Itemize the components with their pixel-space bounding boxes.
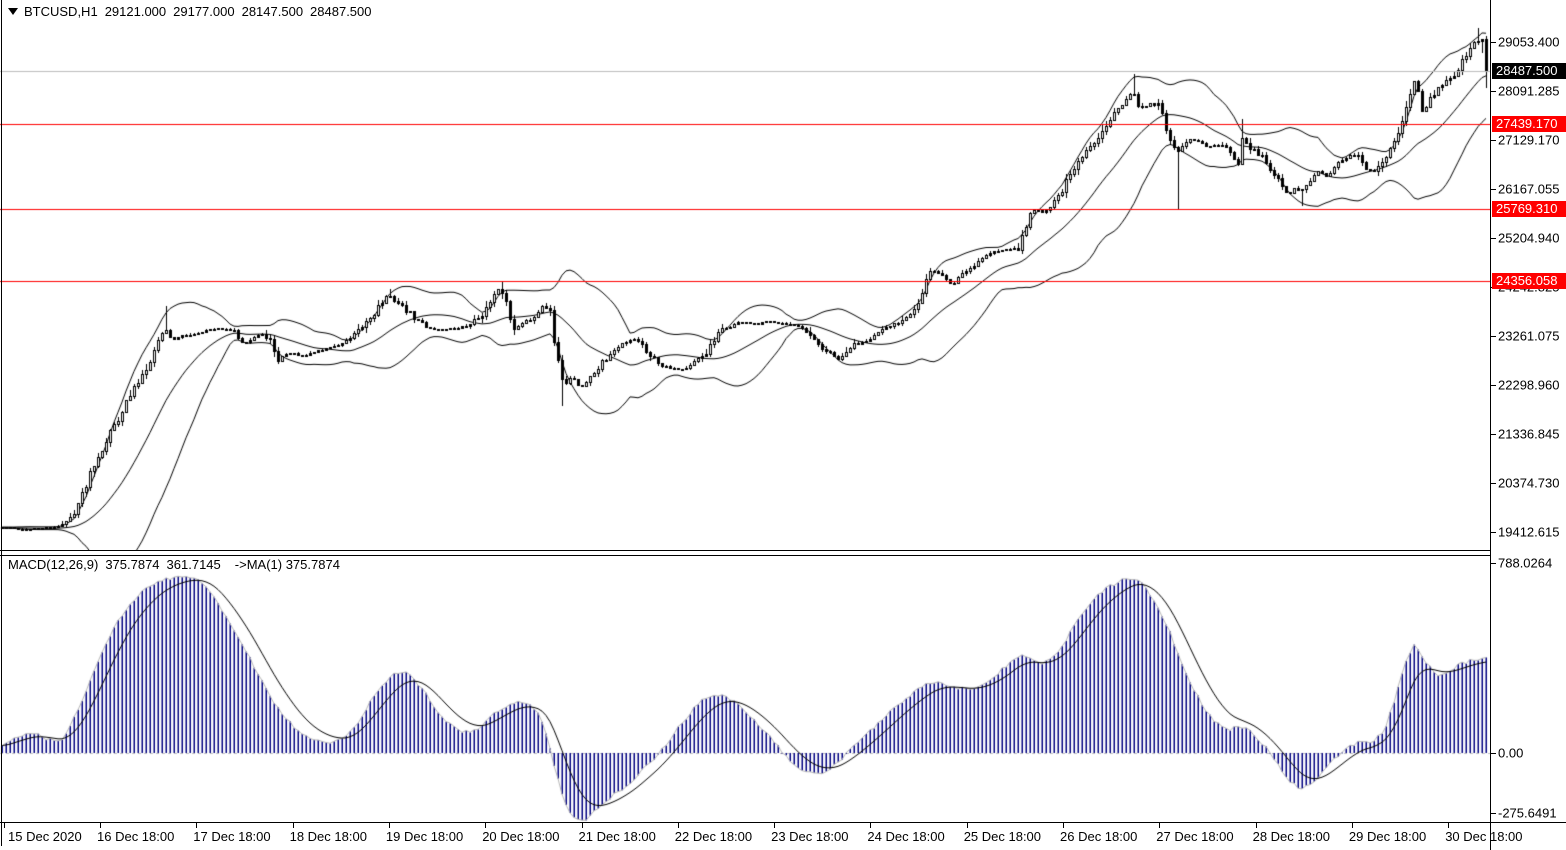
level-price-badge: 25769.310 [1492, 200, 1566, 217]
price-tick-label: 25204.940 [1498, 230, 1560, 246]
macd-main-value: 375.7874 [105, 557, 160, 572]
price-tick-label: 22298.960 [1498, 377, 1560, 393]
time-tick-label: 22 Dec 18:00 [674, 829, 753, 844]
price-tick-label: 27129.170 [1498, 132, 1560, 148]
level-price-badge: 24356.058 [1492, 272, 1566, 289]
price-tick-label: 20374.730 [1498, 475, 1560, 491]
bid-price-badge: 28487.500 [1492, 62, 1566, 79]
axis-tick-mark [1491, 532, 1496, 533]
time-tick-label: 30 Dec 18:00 [1445, 829, 1523, 844]
symbol-period-label: BTCUSD,H1 [24, 4, 98, 19]
time-tick-mark [1159, 823, 1161, 828]
macd-indicator-label: MACD(12,26,9) 375.7874 361.7145 ->MA(1) 375… [8, 557, 340, 587]
axis-tick-mark [1491, 434, 1496, 435]
macd-signal-value: 361.7145 [166, 557, 221, 572]
macd-tick-label: -275.6491 [1498, 805, 1557, 821]
time-tick-mark [677, 823, 679, 828]
axis-tick-mark [1491, 483, 1496, 484]
time-tick-mark [1255, 823, 1257, 828]
price-tick-label: 23261.075 [1498, 328, 1560, 344]
macd-tick-label: 0.00 [1498, 745, 1524, 761]
time-tick-mark [966, 823, 968, 828]
window-left-border [1, 0, 2, 846]
time-tick-label: 20 Dec 18:00 [482, 829, 560, 844]
time-tick-label: 29 Dec 18:00 [1348, 829, 1427, 844]
ohlc-high: 29177.000 [173, 4, 235, 19]
time-tick-mark [100, 823, 101, 828]
time-tick-label: 27 Dec 18:00 [1156, 829, 1234, 844]
ohlc-open: 29121.000 [104, 4, 167, 19]
time-tick-mark [485, 823, 487, 828]
time-tick-label: 17 Dec 18:00 [193, 829, 271, 844]
time-tick-mark [870, 823, 872, 828]
time-tick-label: 21 Dec 18:00 [578, 829, 656, 844]
macd-indicator-pane[interactable] [0, 555, 1490, 823]
time-tick-label: 19 Dec 18:00 [385, 829, 464, 844]
chart-title: BTCUSD,H1 29121.000 29177.000 28147.500 2848… [8, 4, 372, 34]
time-tick-mark [1063, 823, 1064, 828]
macd-indicator-canvas[interactable] [0, 556, 1490, 822]
axis-tick-mark [1491, 813, 1496, 814]
time-tick-mark [581, 823, 583, 828]
price-tick-label: 26167.055 [1498, 181, 1560, 197]
time-tick-mark [388, 823, 390, 828]
time-tick-label: 25 Dec 18:00 [963, 829, 1042, 844]
price-tick-label: 21336.845 [1498, 426, 1560, 442]
time-tick-mark [774, 823, 776, 828]
ohlc-low: 28147.500 [241, 4, 304, 19]
time-tick-label: 16 Dec 18:00 [97, 829, 175, 844]
time-tick-mark [196, 823, 198, 828]
price-axis[interactable]: 29053.400 28091.285 27129.170 26167.055 2520… [1490, 0, 1566, 850]
time-tick-label: 28 Dec 18:00 [1252, 829, 1330, 844]
axis-tick-mark [1491, 336, 1496, 337]
time-tick-mark [1448, 823, 1450, 828]
time-axis[interactable]: 15 Dec 2020 16 Dec 18:00 17 Dec 18:00 18 De… [0, 822, 1566, 850]
axis-tick-mark [1491, 189, 1496, 190]
time-tick-mark [1351, 823, 1353, 828]
axis-tick-mark [1491, 563, 1496, 564]
time-tick-label: 24 Dec 18:00 [867, 829, 945, 844]
symbol-dropdown-icon[interactable] [8, 8, 18, 16]
level-price-badge: 27439.170 [1492, 116, 1566, 133]
time-tick-label: 15 Dec 2020 [8, 829, 82, 844]
axis-tick-mark [1491, 140, 1496, 141]
price-tick-label: 28091.285 [1498, 83, 1560, 99]
time-tick-mark [3, 823, 5, 828]
macd-tick-label: 788.0264 [1498, 555, 1553, 571]
time-tick-mark [292, 823, 294, 828]
axis-tick-mark [1491, 42, 1496, 43]
macd-name: MACD(12,26,9) [8, 557, 99, 572]
ohlc-close: 28487.500 [310, 4, 372, 19]
macd-overlay-label: ->MA(1) 375.7874 [234, 557, 340, 572]
time-tick-label: 18 Dec 18:00 [289, 829, 367, 844]
price-chart-pane[interactable] [0, 0, 1490, 551]
axis-tick-mark [1491, 385, 1496, 386]
time-axis-border [0, 822, 1566, 823]
axis-tick-mark [1491, 238, 1496, 239]
price-chart-canvas[interactable] [0, 0, 1490, 550]
time-tick-label: 23 Dec 18:00 [771, 829, 849, 844]
price-tick-label: 29053.400 [1498, 34, 1560, 50]
axis-tick-mark [1491, 753, 1496, 754]
time-tick-label: 26 Dec 18:00 [1060, 829, 1138, 844]
axis-tick-mark [1491, 91, 1496, 92]
price-tick-label: 19412.615 [1498, 524, 1560, 540]
